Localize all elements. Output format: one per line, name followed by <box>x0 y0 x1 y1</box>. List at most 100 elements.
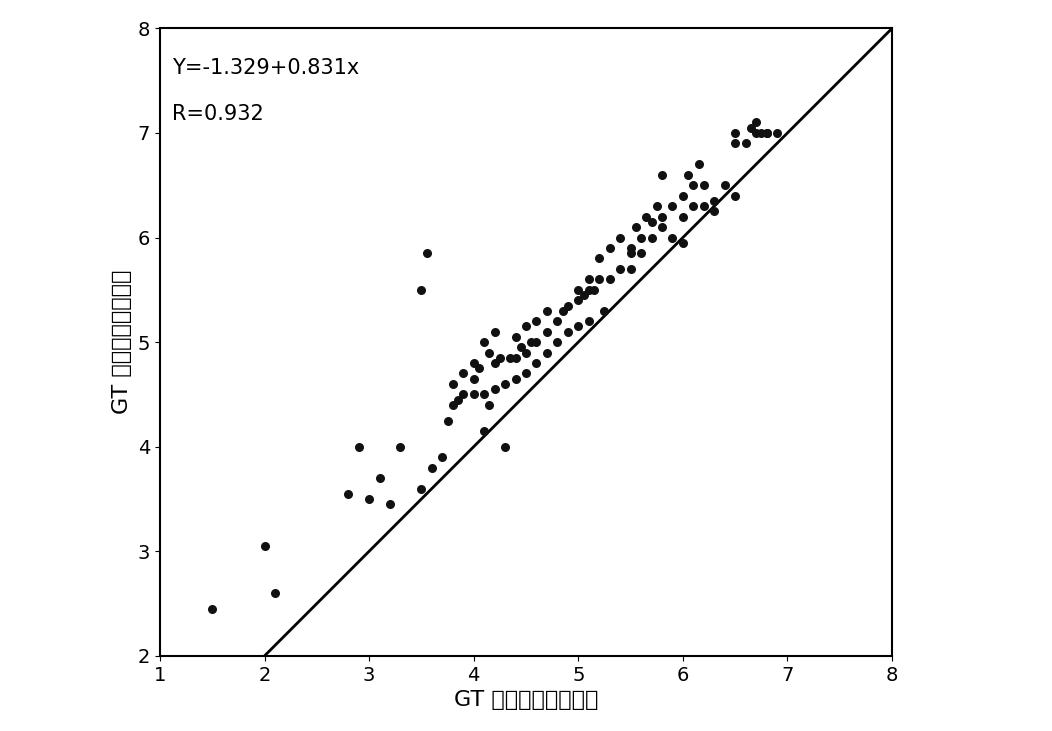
Point <box>716 179 733 191</box>
Point <box>632 232 649 243</box>
Point <box>758 127 775 139</box>
Point <box>518 321 534 333</box>
Point <box>512 341 529 353</box>
Point <box>560 300 576 311</box>
Point <box>769 127 786 139</box>
Point <box>664 232 681 243</box>
Point <box>695 200 712 212</box>
Point <box>507 331 524 343</box>
Point <box>486 357 503 369</box>
Point <box>476 425 492 437</box>
Point <box>350 441 367 452</box>
Point <box>413 482 430 494</box>
Point <box>491 352 508 363</box>
Point <box>523 336 540 348</box>
Point <box>727 190 744 202</box>
Point <box>748 127 765 139</box>
Point <box>518 346 534 358</box>
Point <box>486 326 503 338</box>
Point <box>502 352 519 363</box>
Point <box>497 378 513 390</box>
Point <box>695 179 712 191</box>
Point <box>653 221 670 233</box>
Point <box>560 326 576 338</box>
Point <box>627 221 644 233</box>
Point <box>528 357 545 369</box>
Point <box>256 540 272 552</box>
Point <box>706 195 723 207</box>
Point <box>622 242 639 254</box>
Point <box>727 127 744 139</box>
Point <box>648 200 665 212</box>
Point <box>476 336 492 348</box>
Point <box>743 122 760 134</box>
Point <box>528 315 545 327</box>
Point <box>266 587 283 599</box>
Point <box>591 253 608 265</box>
Point <box>685 200 702 212</box>
Point <box>497 441 513 452</box>
Point <box>481 346 498 358</box>
Point <box>596 305 613 317</box>
Point <box>549 336 566 348</box>
Point <box>340 488 357 499</box>
Point <box>638 211 654 222</box>
Point <box>570 321 587 333</box>
Point <box>581 284 598 295</box>
Point <box>486 383 503 395</box>
Point <box>632 247 649 259</box>
Y-axis label: GT 标准测定値（级）: GT 标准测定値（级） <box>113 270 133 414</box>
Point <box>570 295 587 306</box>
Point <box>444 399 461 411</box>
Point <box>439 414 456 426</box>
Point <box>392 441 409 452</box>
Text: Y=-1.329+0.831x: Y=-1.329+0.831x <box>173 58 360 77</box>
Point <box>586 284 603 295</box>
Point <box>465 373 482 385</box>
Point <box>643 232 660 243</box>
Point <box>674 237 691 249</box>
Point <box>554 305 571 317</box>
Text: R=0.932: R=0.932 <box>173 104 264 124</box>
Point <box>549 315 566 327</box>
Point <box>424 462 441 474</box>
Point <box>465 389 482 401</box>
Point <box>602 273 619 285</box>
Point <box>611 232 628 243</box>
Point <box>758 127 775 139</box>
Point <box>602 242 619 254</box>
Point <box>753 127 770 139</box>
Point <box>204 603 221 615</box>
Point <box>622 263 639 275</box>
Point <box>433 451 450 463</box>
Point <box>539 326 555 338</box>
Point <box>470 363 487 374</box>
Point <box>539 346 555 358</box>
Point <box>653 169 670 181</box>
Point <box>444 378 461 390</box>
Point <box>706 205 723 217</box>
Point <box>419 247 436 259</box>
Point <box>528 336 545 348</box>
Point <box>622 247 639 259</box>
Point <box>413 284 430 295</box>
Point <box>611 263 628 275</box>
Point <box>507 373 524 385</box>
Point <box>581 273 598 285</box>
Point <box>680 169 696 181</box>
Point <box>465 357 482 369</box>
Point <box>581 315 598 327</box>
Point <box>476 389 492 401</box>
Point <box>449 394 466 406</box>
Point <box>575 289 592 301</box>
Point <box>507 352 524 363</box>
Point <box>674 190 691 202</box>
Point <box>664 200 681 212</box>
Point <box>748 117 765 129</box>
Point <box>685 179 702 191</box>
X-axis label: GT 快速测定値（级）: GT 快速测定値（级） <box>453 690 599 711</box>
Point <box>539 305 555 317</box>
Point <box>361 493 378 505</box>
Point <box>371 472 388 484</box>
Point <box>737 137 754 149</box>
